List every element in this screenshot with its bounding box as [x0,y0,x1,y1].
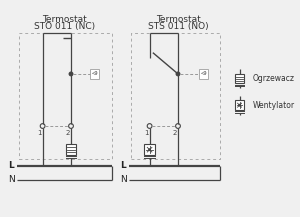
FancyBboxPatch shape [144,145,155,155]
Circle shape [149,149,150,150]
Circle shape [176,72,180,76]
Text: <9: <9 [200,71,207,76]
Circle shape [147,124,152,128]
Text: 2: 2 [66,130,70,136]
FancyBboxPatch shape [235,100,244,110]
Text: STS 011 (NO): STS 011 (NO) [148,22,208,31]
Circle shape [69,72,73,76]
Text: STO 011 (NC): STO 011 (NC) [34,22,95,31]
Text: <9: <9 [92,71,98,76]
Text: Ogrzewacz: Ogrzewacz [253,74,295,83]
Text: 1: 1 [38,130,42,136]
Circle shape [176,124,180,128]
Text: N: N [120,176,127,184]
Circle shape [239,104,240,106]
FancyBboxPatch shape [235,74,244,83]
Text: Termostat: Termostat [42,15,87,24]
FancyBboxPatch shape [90,69,99,79]
Text: L: L [120,161,126,170]
Circle shape [69,124,74,128]
FancyBboxPatch shape [199,69,208,79]
Circle shape [40,124,45,128]
Text: Wentylator: Wentylator [253,101,295,110]
Text: L: L [8,161,14,170]
Text: Termostat: Termostat [156,15,200,24]
Text: N: N [8,176,15,184]
Text: 1: 1 [145,130,149,136]
Text: 2: 2 [173,130,177,136]
FancyBboxPatch shape [66,145,76,155]
